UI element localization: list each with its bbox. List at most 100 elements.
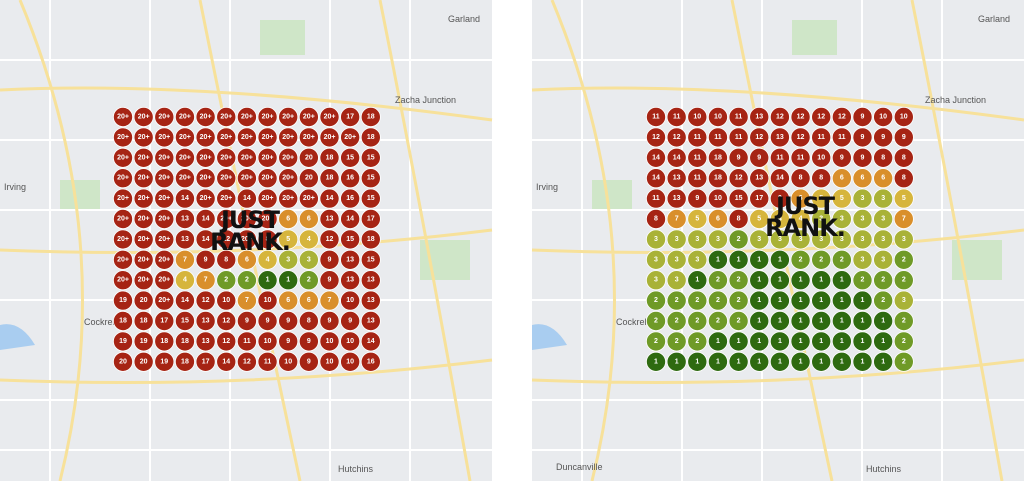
rank-pin: [113, 351, 134, 372]
rank-value: 1: [778, 318, 782, 325]
rank-value: 6: [307, 216, 311, 223]
rank-value: 13: [367, 277, 375, 284]
rank-value: 2: [881, 277, 885, 284]
rank-pin: [769, 310, 790, 331]
rank-pin: [174, 249, 195, 270]
rank-pin: [749, 270, 770, 291]
rank-value: 2: [675, 297, 679, 304]
rank-value: 20+: [324, 114, 336, 121]
rank-pin: [154, 107, 175, 128]
rank-value: 13: [326, 216, 334, 223]
rank-value: 11: [264, 358, 272, 365]
rank-value: 5: [819, 195, 823, 202]
rank-value: 20+: [200, 175, 212, 182]
rank-pin: [154, 147, 175, 168]
rank-pin: [790, 290, 811, 311]
rank-pin: [319, 208, 340, 229]
rank-pin: [666, 270, 687, 291]
rank-pin: [790, 208, 811, 229]
rank-value: 20+: [117, 175, 129, 182]
rank-pin: [831, 168, 852, 189]
rank-value: 15: [346, 236, 354, 243]
rank-pin: [769, 188, 790, 209]
rank-pin: [360, 310, 381, 331]
rank-pin: [790, 188, 811, 209]
rank-pin: [257, 229, 278, 250]
rank-pin: [831, 188, 852, 209]
rank-value: 9: [861, 134, 865, 141]
rank-value: 20+: [282, 195, 294, 202]
rank-value: 20+: [241, 154, 253, 161]
rank-value: 11: [735, 134, 743, 141]
rank-pin: [257, 351, 278, 372]
rank-value: 3: [716, 236, 720, 243]
rank-value: 10: [900, 114, 908, 121]
logo-text: JUST: [219, 206, 281, 234]
rank-pin: [873, 331, 894, 352]
rank-value: 14: [222, 358, 230, 365]
rank-pin: [298, 249, 319, 270]
rank-pin: [728, 168, 749, 189]
rank-value: 14: [202, 216, 210, 223]
rank-value: 8: [902, 154, 906, 161]
rank-value: 3: [307, 256, 311, 263]
rank-value: 7: [245, 297, 249, 304]
rank-value: 2: [224, 277, 228, 284]
rank-pin: [154, 249, 175, 270]
rank-value: 2: [902, 338, 906, 345]
rank-value: 1: [266, 277, 270, 284]
rank-pin: [873, 351, 894, 372]
rank-pin: [360, 188, 381, 209]
rank-pin: [360, 147, 381, 168]
rank-pin: [769, 270, 790, 291]
rank-value: 5: [840, 195, 844, 202]
rank-value: 2: [716, 318, 720, 325]
rank-value: 1: [716, 256, 720, 263]
rank-value: 14: [673, 154, 681, 161]
rank-pin: [666, 290, 687, 311]
rank-pin: [769, 249, 790, 270]
rank-value: 20+: [220, 134, 232, 141]
rank-pin: [666, 331, 687, 352]
rank-pin: [133, 229, 154, 250]
rank-pin: [666, 147, 687, 168]
rank-value: 1: [737, 256, 741, 263]
rank-pin: [666, 107, 687, 128]
rank-value: 11: [817, 134, 825, 141]
rank-value: 20: [305, 154, 313, 161]
rank-pin: [257, 208, 278, 229]
rank-value: 3: [881, 216, 885, 223]
rank-value: 1: [881, 318, 885, 325]
rank-value: 9: [328, 256, 332, 263]
rank-value: 2: [716, 297, 720, 304]
rank-value: 13: [673, 175, 681, 182]
rank-value: 20+: [179, 114, 191, 121]
rank-pin: [852, 270, 873, 291]
rank-pin: [257, 147, 278, 168]
rank-value: 2: [695, 338, 699, 345]
rank-pin: [811, 208, 832, 229]
rank-pin: [298, 290, 319, 311]
rank-pin: [769, 208, 790, 229]
rank-value: 20+: [138, 256, 150, 263]
rank-value: 14: [181, 297, 189, 304]
rank-pin: [646, 208, 667, 229]
rank-value: 11: [838, 134, 846, 141]
rank-value: 11: [714, 134, 722, 141]
map-label: Cockrell: [84, 317, 117, 327]
rank-value: 13: [181, 216, 189, 223]
rank-pin: [174, 331, 195, 352]
rank-value: 13: [181, 236, 189, 243]
rank-value: 9: [861, 114, 865, 121]
rank-pin: [133, 188, 154, 209]
rank-pin: [749, 290, 770, 311]
rank-pin: [236, 249, 257, 270]
rank-value: 3: [675, 236, 679, 243]
rank-value: 9: [348, 318, 352, 325]
rank-value: 3: [654, 277, 658, 284]
logo-text: RANK.: [765, 214, 845, 242]
rank-value: 1: [778, 277, 782, 284]
rank-pin: [831, 351, 852, 372]
rank-value: 1: [861, 338, 865, 345]
